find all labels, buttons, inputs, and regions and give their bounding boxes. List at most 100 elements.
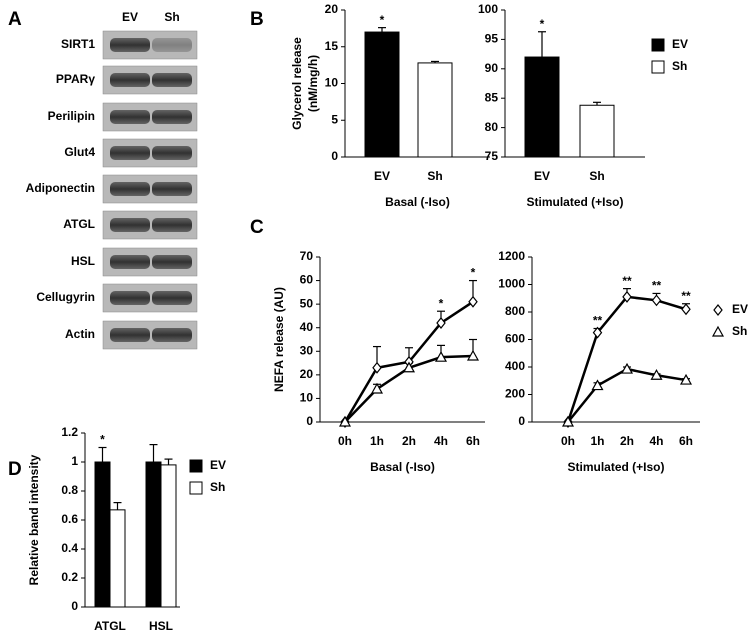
x-tick-label: HSL [149, 619, 173, 633]
error-bar [98, 446, 107, 462]
marker [338, 415, 352, 427]
y-tick-label: 50 [300, 296, 314, 310]
marker [711, 325, 725, 337]
marker [370, 382, 384, 394]
marker [651, 294, 662, 307]
significance: * [380, 13, 385, 27]
x-tick-label: 0h [561, 434, 575, 448]
y-tick-label: 90 [485, 61, 499, 75]
blot-band [152, 110, 192, 124]
y-tick-label: 1 [71, 454, 78, 468]
bar [160, 464, 177, 608]
y-tick-label: 20 [300, 367, 314, 381]
blot-row-label: Glut4 [64, 145, 95, 159]
x-tick-label: ATGL [94, 619, 126, 633]
panel-label: D [8, 459, 22, 480]
y-tick-label: 200 [505, 387, 525, 401]
legend-label: EV [672, 37, 688, 51]
x-tick-label: 6h [466, 434, 480, 448]
blot-band [110, 146, 150, 160]
x-tick-label: 4h [649, 434, 663, 448]
marker [468, 295, 478, 308]
x-tick-label: EV [374, 169, 390, 183]
blot-row-label: PPARγ [56, 72, 95, 86]
bar [364, 31, 400, 158]
y-tick-label: 0 [331, 149, 338, 163]
y-tick-label: 100 [478, 2, 498, 16]
blot-row-label: Adiponectin [26, 181, 95, 195]
legend-swatch [189, 481, 203, 495]
bar [579, 104, 615, 158]
bar [145, 461, 162, 608]
marker [434, 350, 448, 362]
y-tick-label: 5 [331, 112, 338, 126]
blot-band [110, 182, 150, 196]
y-tick-label: 0 [71, 599, 78, 613]
y-tick-label: 60 [300, 273, 314, 287]
marker [591, 379, 604, 391]
y-axis-label: Glycerol release [290, 37, 304, 130]
y-tick-label: 1000 [498, 277, 525, 291]
legend-swatch [651, 38, 665, 52]
blot-column: Sh [164, 10, 179, 24]
marker [592, 326, 603, 339]
legend-label: Sh [732, 324, 747, 338]
blot-band [152, 73, 192, 87]
panel-label: B [250, 9, 264, 30]
blot-band [110, 328, 150, 342]
blot-row-label: Cellugyrin [36, 290, 95, 304]
x-tick-label: 2h [620, 434, 634, 448]
y-tick-label: 1.2 [61, 425, 78, 439]
y-tick-label: 80 [485, 120, 499, 134]
error-bar [593, 101, 601, 106]
x-tick-label: 6h [679, 434, 693, 448]
legend-label: Sh [672, 59, 687, 73]
x-tick-label: Sh [427, 169, 442, 183]
y-tick-label: 800 [505, 304, 525, 318]
blot-band [152, 146, 192, 160]
error-bar [149, 444, 158, 462]
blot-band [152, 291, 192, 305]
x-tick-label: 4h [434, 434, 448, 448]
x-axis-label: Stimulated (+Iso) [567, 460, 664, 474]
marker [436, 317, 446, 329]
blot-band [152, 255, 192, 269]
y-tick-label: 20 [325, 2, 339, 16]
blot-column: EV [122, 10, 138, 24]
marker [620, 362, 634, 374]
y-tick-label: 15 [325, 39, 339, 53]
marker [561, 415, 575, 427]
marker [681, 303, 691, 316]
marker [679, 373, 693, 385]
significance: * [540, 17, 545, 31]
significance: ** [622, 274, 632, 288]
y-tick-label: 1200 [498, 249, 525, 263]
x-tick-label: 1h [590, 434, 604, 448]
legend-label: EV [732, 302, 748, 316]
x-tick-label: 0h [338, 434, 352, 448]
marker [466, 349, 480, 361]
legend-swatch [189, 459, 203, 473]
blot-band [152, 38, 192, 52]
y-tick-label: 400 [505, 359, 525, 373]
line [566, 295, 687, 423]
significance: ** [593, 314, 603, 328]
blot-band [152, 218, 192, 232]
blot-band [110, 255, 150, 269]
y-tick-label: 70 [300, 249, 314, 263]
y-tick-label: 30 [300, 343, 314, 357]
blot-band [152, 182, 192, 196]
bar [524, 56, 560, 158]
bar [417, 62, 453, 158]
legend-label: EV [210, 458, 226, 472]
error-bar [431, 60, 439, 63]
bar [109, 509, 126, 608]
blot-row-label: Actin [65, 327, 95, 341]
y-tick-label: 95 [485, 32, 499, 46]
significance: ** [681, 289, 691, 303]
blot-row-label: HSL [71, 254, 95, 268]
error-bar [538, 31, 546, 58]
error-bar [113, 502, 122, 510]
panel-label: C [250, 217, 264, 238]
y-tick-label: 10 [300, 391, 314, 405]
